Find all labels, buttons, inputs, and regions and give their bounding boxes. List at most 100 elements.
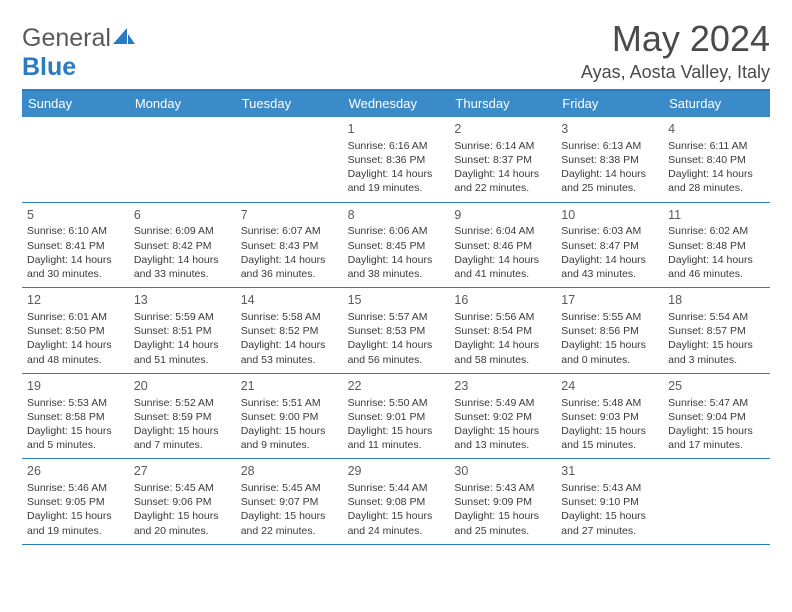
sunset-line: Sunset: 9:05 PM	[27, 495, 124, 509]
daylight-line: Daylight: 15 hours and 0 minutes.	[561, 338, 658, 366]
day-cell: 3Sunrise: 6:13 AMSunset: 8:38 PMDaylight…	[556, 117, 663, 202]
day-number: 29	[348, 463, 445, 480]
day-cell: 11Sunrise: 6:02 AMSunset: 8:48 PMDayligh…	[663, 203, 770, 288]
day-number: 3	[561, 121, 658, 138]
daylight-line: Daylight: 14 hours and 30 minutes.	[27, 253, 124, 281]
week-row: 19Sunrise: 5:53 AMSunset: 8:58 PMDayligh…	[22, 374, 770, 460]
daylight-line: Daylight: 15 hours and 13 minutes.	[454, 424, 551, 452]
sunset-line: Sunset: 8:48 PM	[668, 239, 765, 253]
day-number: 21	[241, 378, 338, 395]
daylight-line: Daylight: 14 hours and 36 minutes.	[241, 253, 338, 281]
page: GeneralBlue May 2024 Ayas, Aosta Valley,…	[0, 0, 792, 545]
day-cell: 26Sunrise: 5:46 AMSunset: 9:05 PMDayligh…	[22, 459, 129, 544]
day-number: 5	[27, 207, 124, 224]
daylight-line: Daylight: 14 hours and 46 minutes.	[668, 253, 765, 281]
sunrise-line: Sunrise: 6:02 AM	[668, 224, 765, 238]
day-header-cell: Wednesday	[343, 91, 450, 117]
calendar: SundayMondayTuesdayWednesdayThursdayFrid…	[22, 89, 770, 545]
daylight-line: Daylight: 14 hours and 33 minutes.	[134, 253, 231, 281]
day-header-cell: Sunday	[22, 91, 129, 117]
sunrise-line: Sunrise: 5:54 AM	[668, 310, 765, 324]
daylight-line: Daylight: 14 hours and 25 minutes.	[561, 167, 658, 195]
empty-cell	[22, 117, 129, 202]
daylight-line: Daylight: 15 hours and 20 minutes.	[134, 509, 231, 537]
day-number: 13	[134, 292, 231, 309]
daylight-line: Daylight: 15 hours and 25 minutes.	[454, 509, 551, 537]
sunrise-line: Sunrise: 5:48 AM	[561, 396, 658, 410]
day-cell: 13Sunrise: 5:59 AMSunset: 8:51 PMDayligh…	[129, 288, 236, 373]
sunset-line: Sunset: 8:59 PM	[134, 410, 231, 424]
day-number: 20	[134, 378, 231, 395]
sunrise-line: Sunrise: 6:16 AM	[348, 139, 445, 153]
day-cell: 19Sunrise: 5:53 AMSunset: 8:58 PMDayligh…	[22, 374, 129, 459]
daylight-line: Daylight: 15 hours and 17 minutes.	[668, 424, 765, 452]
empty-cell	[129, 117, 236, 202]
day-number: 9	[454, 207, 551, 224]
sunrise-line: Sunrise: 6:11 AM	[668, 139, 765, 153]
sunset-line: Sunset: 8:41 PM	[27, 239, 124, 253]
sunrise-line: Sunrise: 5:43 AM	[561, 481, 658, 495]
day-number: 16	[454, 292, 551, 309]
sunset-line: Sunset: 8:43 PM	[241, 239, 338, 253]
day-number: 15	[348, 292, 445, 309]
day-number: 10	[561, 207, 658, 224]
sunset-line: Sunset: 9:08 PM	[348, 495, 445, 509]
day-cell: 12Sunrise: 6:01 AMSunset: 8:50 PMDayligh…	[22, 288, 129, 373]
daylight-line: Daylight: 14 hours and 56 minutes.	[348, 338, 445, 366]
sunrise-line: Sunrise: 6:01 AM	[27, 310, 124, 324]
sunrise-line: Sunrise: 6:09 AM	[134, 224, 231, 238]
sunrise-line: Sunrise: 5:56 AM	[454, 310, 551, 324]
sunset-line: Sunset: 9:07 PM	[241, 495, 338, 509]
daylight-line: Daylight: 15 hours and 3 minutes.	[668, 338, 765, 366]
day-cell: 27Sunrise: 5:45 AMSunset: 9:06 PMDayligh…	[129, 459, 236, 544]
sunset-line: Sunset: 9:04 PM	[668, 410, 765, 424]
sunrise-line: Sunrise: 6:14 AM	[454, 139, 551, 153]
day-cell: 28Sunrise: 5:45 AMSunset: 9:07 PMDayligh…	[236, 459, 343, 544]
day-number: 30	[454, 463, 551, 480]
daylight-line: Daylight: 15 hours and 19 minutes.	[27, 509, 124, 537]
sunrise-line: Sunrise: 5:52 AM	[134, 396, 231, 410]
day-cell: 31Sunrise: 5:43 AMSunset: 9:10 PMDayligh…	[556, 459, 663, 544]
day-header-cell: Friday	[556, 91, 663, 117]
daylight-line: Daylight: 14 hours and 19 minutes.	[348, 167, 445, 195]
day-number: 6	[134, 207, 231, 224]
day-number: 31	[561, 463, 658, 480]
sunset-line: Sunset: 8:54 PM	[454, 324, 551, 338]
sunset-line: Sunset: 8:42 PM	[134, 239, 231, 253]
daylight-line: Daylight: 15 hours and 9 minutes.	[241, 424, 338, 452]
sunrise-line: Sunrise: 6:06 AM	[348, 224, 445, 238]
day-number: 4	[668, 121, 765, 138]
sunrise-line: Sunrise: 5:53 AM	[27, 396, 124, 410]
daylight-line: Daylight: 14 hours and 22 minutes.	[454, 167, 551, 195]
day-number: 17	[561, 292, 658, 309]
sunset-line: Sunset: 8:51 PM	[134, 324, 231, 338]
week-row: 1Sunrise: 6:16 AMSunset: 8:36 PMDaylight…	[22, 117, 770, 203]
sunrise-line: Sunrise: 5:58 AM	[241, 310, 338, 324]
week-row: 26Sunrise: 5:46 AMSunset: 9:05 PMDayligh…	[22, 459, 770, 545]
sunrise-line: Sunrise: 5:45 AM	[134, 481, 231, 495]
daylight-line: Daylight: 15 hours and 11 minutes.	[348, 424, 445, 452]
sunrise-line: Sunrise: 5:44 AM	[348, 481, 445, 495]
day-cell: 1Sunrise: 6:16 AMSunset: 8:36 PMDaylight…	[343, 117, 450, 202]
week-row: 5Sunrise: 6:10 AMSunset: 8:41 PMDaylight…	[22, 203, 770, 289]
day-number: 8	[348, 207, 445, 224]
sunrise-line: Sunrise: 5:46 AM	[27, 481, 124, 495]
day-cell: 15Sunrise: 5:57 AMSunset: 8:53 PMDayligh…	[343, 288, 450, 373]
day-cell: 5Sunrise: 6:10 AMSunset: 8:41 PMDaylight…	[22, 203, 129, 288]
day-cell: 16Sunrise: 5:56 AMSunset: 8:54 PMDayligh…	[449, 288, 556, 373]
day-number: 19	[27, 378, 124, 395]
day-number: 7	[241, 207, 338, 224]
empty-cell	[663, 459, 770, 544]
sunrise-line: Sunrise: 6:03 AM	[561, 224, 658, 238]
month-title: May 2024	[581, 18, 770, 60]
daylight-line: Daylight: 14 hours and 28 minutes.	[668, 167, 765, 195]
day-cell: 29Sunrise: 5:44 AMSunset: 9:08 PMDayligh…	[343, 459, 450, 544]
daylight-line: Daylight: 14 hours and 48 minutes.	[27, 338, 124, 366]
sunset-line: Sunset: 9:00 PM	[241, 410, 338, 424]
sunset-line: Sunset: 9:09 PM	[454, 495, 551, 509]
sunset-line: Sunset: 9:02 PM	[454, 410, 551, 424]
day-number: 12	[27, 292, 124, 309]
logo: GeneralBlue	[22, 18, 135, 82]
weeks-container: 1Sunrise: 6:16 AMSunset: 8:36 PMDaylight…	[22, 117, 770, 545]
daylight-line: Daylight: 14 hours and 58 minutes.	[454, 338, 551, 366]
